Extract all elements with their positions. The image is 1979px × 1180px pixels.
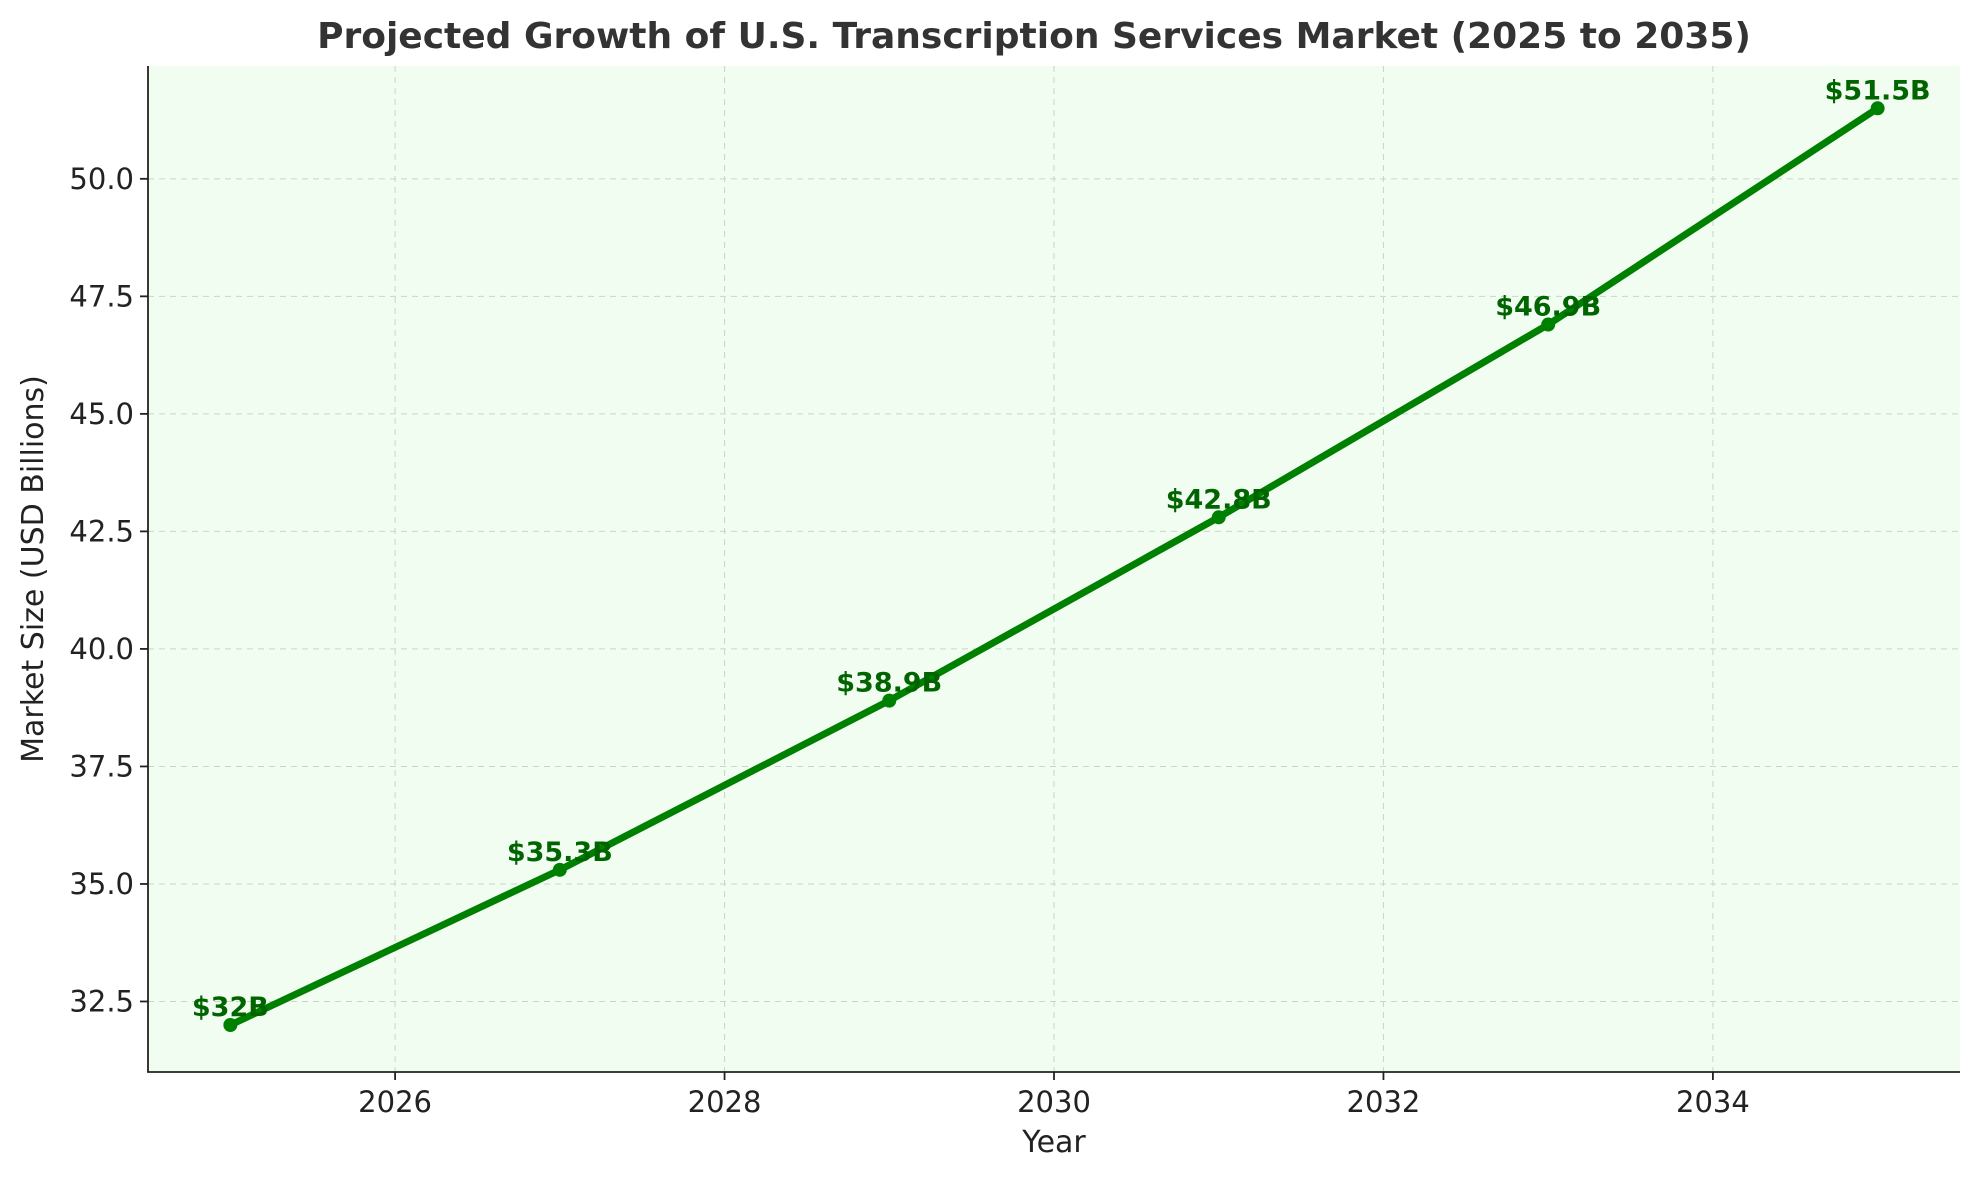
grid-lines xyxy=(148,66,1960,1072)
y-tick-label: 42.5 xyxy=(69,514,134,548)
data-point xyxy=(1870,101,1885,116)
data-point xyxy=(223,1017,238,1032)
y-tick-label: 47.5 xyxy=(69,279,134,313)
series-group xyxy=(223,101,1885,1032)
y-tick-label: 35.0 xyxy=(69,867,134,901)
data-label: $42.8B xyxy=(1166,484,1272,515)
data-label: $35.3B xyxy=(507,837,613,868)
x-tick-label: 2032 xyxy=(1347,1085,1421,1119)
x-tick-label: 2034 xyxy=(1676,1085,1750,1119)
y-tick-label: 40.0 xyxy=(69,632,134,666)
plot-background xyxy=(148,66,1960,1072)
y-axis-label: Market Size (USD Billions) xyxy=(16,375,51,763)
y-tick-label: 50.0 xyxy=(69,162,134,196)
y-tick-label: 32.5 xyxy=(69,984,134,1018)
series-line xyxy=(226,104,1882,1029)
data-point xyxy=(882,693,897,708)
data-point xyxy=(552,862,567,877)
y-tick-label: 37.5 xyxy=(69,749,134,783)
data-label: $46.9B xyxy=(1495,292,1601,323)
chart-title: Projected Growth of U.S. Transcription S… xyxy=(317,16,1751,57)
data-label: $51.5B xyxy=(1825,75,1931,106)
data-point xyxy=(1211,510,1226,525)
x-tick-label: 2030 xyxy=(1017,1085,1091,1119)
data-label: $32B xyxy=(192,992,269,1023)
axes-spines xyxy=(147,66,1960,1073)
x-axis-ticks: 2026 2028 2030 2032 2034 xyxy=(358,1072,1750,1119)
data-labels: $32B $35.3B $38.9B $42.8B $46.9B $51.5B xyxy=(192,75,1931,1023)
data-point xyxy=(1541,317,1556,332)
x-tick-label: 2028 xyxy=(688,1085,762,1119)
y-axis-ticks: 32.5 35.0 37.5 40.0 42.5 45.0 47.5 50.0 xyxy=(69,162,148,1018)
y-tick-label: 45.0 xyxy=(69,397,134,431)
x-axis-label: Year xyxy=(1021,1125,1086,1160)
x-tick-label: 2026 xyxy=(358,1085,432,1119)
data-label: $38.9B xyxy=(836,668,942,699)
